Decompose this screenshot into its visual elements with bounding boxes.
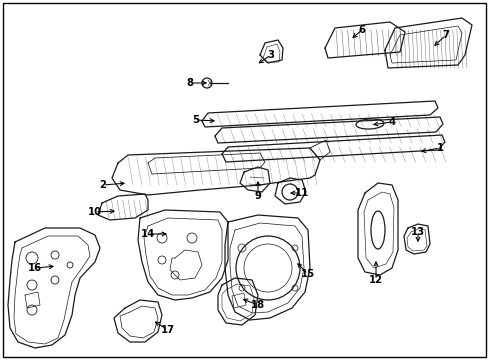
Text: 10: 10 <box>88 207 102 217</box>
Text: 9: 9 <box>254 191 261 201</box>
Text: 16: 16 <box>28 263 42 273</box>
Text: 13: 13 <box>410 227 424 237</box>
Text: 8: 8 <box>186 78 193 88</box>
Text: 18: 18 <box>250 300 264 310</box>
Text: 7: 7 <box>442 30 448 40</box>
Text: 2: 2 <box>100 180 106 190</box>
Text: 5: 5 <box>192 115 199 125</box>
Text: 15: 15 <box>300 269 314 279</box>
Text: 1: 1 <box>436 143 443 153</box>
Text: 11: 11 <box>294 188 308 198</box>
Text: 3: 3 <box>267 50 274 60</box>
Text: 4: 4 <box>387 117 395 127</box>
Text: 14: 14 <box>141 229 155 239</box>
Text: 6: 6 <box>358 25 365 35</box>
Text: 17: 17 <box>161 325 175 335</box>
Text: 12: 12 <box>368 275 382 285</box>
